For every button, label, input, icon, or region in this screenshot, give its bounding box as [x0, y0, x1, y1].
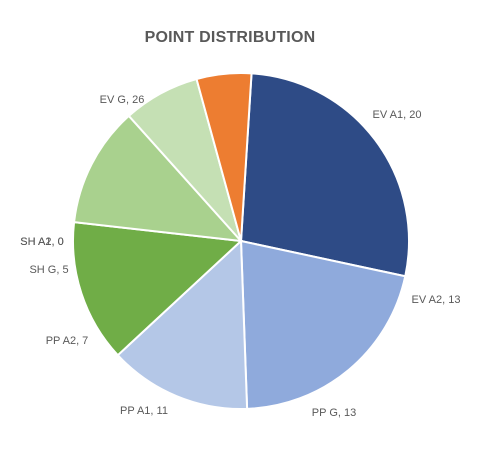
data-label-sh-g: SH G, 5: [29, 264, 68, 276]
pie-slice-ev-a2: [116, 238, 249, 410]
data-label-ev-g: EV G, 26: [100, 94, 145, 106]
pie-slice-sh-g: [195, 72, 253, 242]
chart-title: POINT DISTRIBUTION: [144, 29, 316, 46]
data-label-sh-a1: SH A1, 0: [20, 236, 63, 248]
data-label-pp-g: PP G, 13: [312, 407, 356, 419]
labels-layer: EV G, 26 EV A1, 20 EV A2, 13 PP G, 13 PP A1,…: [20, 94, 460, 419]
pie-slice-ev-g: [239, 72, 410, 278]
data-label-ev-a1: EV A1, 20: [373, 109, 422, 121]
slices-layer: [72, 72, 410, 410]
pie-slice-ev-a1: [239, 239, 407, 410]
pie-slice-pp-a1: [72, 114, 244, 243]
data-label-sh-a2: SH A2, 0: [20, 236, 63, 248]
data-label-ev-a2: EV A2, 13: [412, 294, 461, 306]
pie-slice-pp-g: [72, 221, 244, 357]
data-label-pp-a1: PP A1, 11: [120, 405, 168, 417]
data-label-pp-a2: PP A2, 7: [46, 335, 89, 347]
